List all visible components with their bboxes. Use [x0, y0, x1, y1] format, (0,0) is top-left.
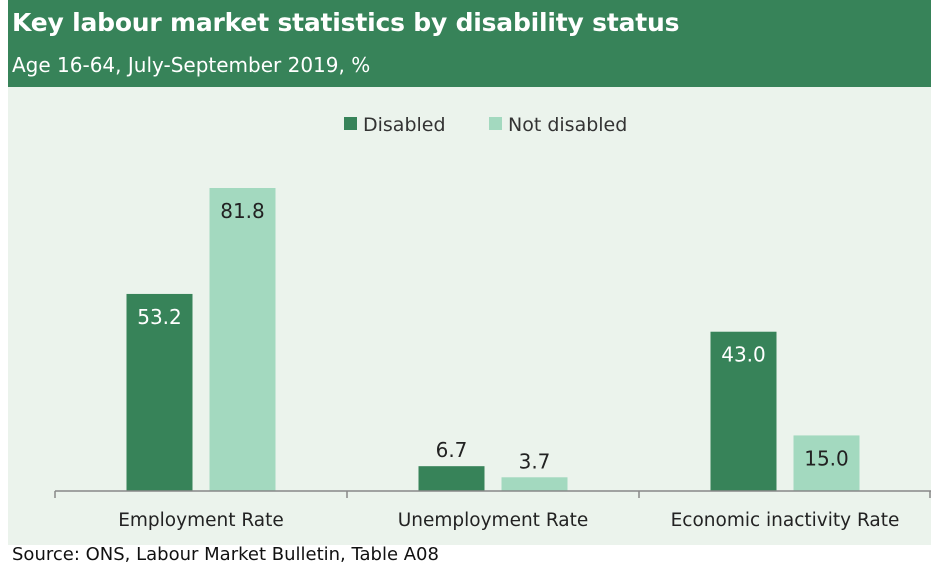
bar-2-1	[793, 435, 860, 491]
data-label-0-0: 53.2	[137, 305, 182, 329]
chart-title: Key labour market statistics by disabili…	[12, 8, 680, 37]
data-label-0-1: 81.8	[220, 199, 265, 223]
bar-1-0	[418, 466, 485, 491]
legend-swatch-1	[489, 117, 502, 130]
bar-2-0	[710, 331, 777, 491]
data-label-1-1: 3.7	[519, 449, 551, 473]
chart-header: Key labour market statistics by disabili…	[8, 0, 931, 87]
chart-frame: Key labour market statistics by disabili…	[8, 0, 931, 569]
data-label-2-1: 15.0	[804, 446, 849, 470]
legend-label-0: Disabled	[363, 114, 446, 136]
legend-label-1: Not disabled	[508, 114, 627, 136]
source-note: Source: ONS, Labour Market Bulletin, Tab…	[12, 544, 439, 565]
data-label-2-0: 43.0	[721, 343, 766, 367]
bar-0-1	[209, 188, 276, 491]
data-label-1-0: 6.7	[436, 438, 468, 462]
bar-0-0	[126, 293, 193, 491]
category-label-2: Economic inactivity Rate	[671, 510, 900, 531]
category-label-1: Unemployment Rate	[398, 510, 589, 531]
bar-1-1	[501, 477, 568, 491]
legend-swatch-0	[344, 117, 357, 130]
category-label-0: Employment Rate	[118, 510, 284, 531]
chart-subtitle: Age 16-64, July-September 2019, %	[12, 53, 371, 77]
bar-chart: Disabled Not disabled 53.2 81.8 Employment R…	[54, 114, 931, 531]
